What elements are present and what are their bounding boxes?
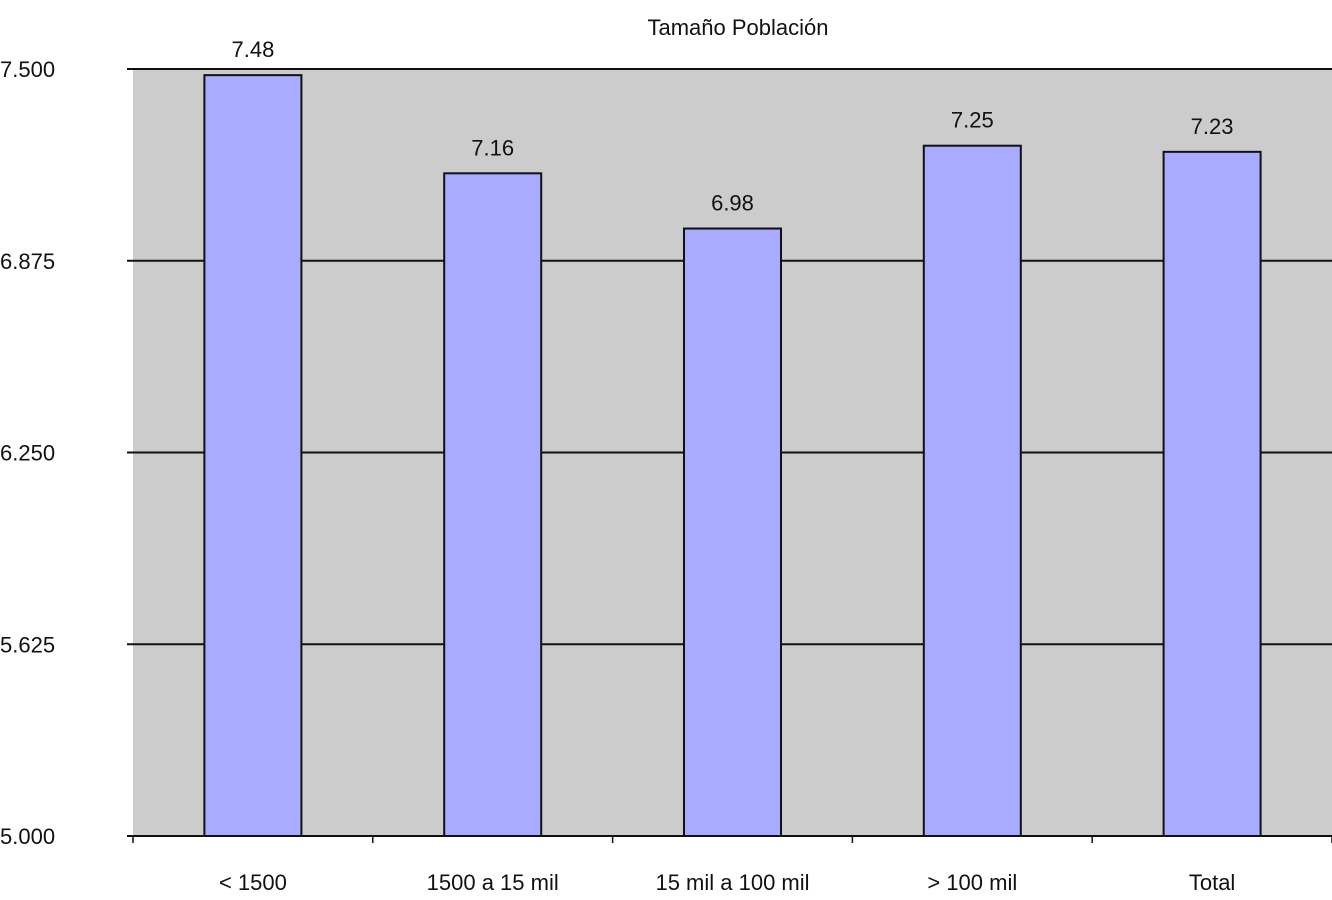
data-label: 7.48 xyxy=(231,37,274,62)
data-label: 7.16 xyxy=(471,135,514,160)
y-tick-label: 5.000 xyxy=(0,824,55,849)
bar xyxy=(922,144,1022,837)
x-tick-label: < 1500 xyxy=(219,870,287,895)
x-tick-label: Total xyxy=(1189,870,1235,895)
x-tick-label: 15 mil a 100 mil xyxy=(655,870,809,895)
x-tick-label: 1500 a 15 mil xyxy=(427,870,559,895)
bar xyxy=(1162,150,1262,837)
y-tick-label: 6.875 xyxy=(0,249,55,274)
bar xyxy=(203,74,303,838)
data-label: 7.23 xyxy=(1191,114,1234,139)
y-tick-label: 6.250 xyxy=(0,441,55,466)
y-tick-label: 5.625 xyxy=(0,632,55,657)
bar xyxy=(683,227,782,837)
data-label: 6.98 xyxy=(711,191,754,216)
chart-title: Tamaño Población xyxy=(647,15,828,40)
bar xyxy=(443,172,543,837)
x-tick-label: > 100 mil xyxy=(927,870,1017,895)
data-label: 7.25 xyxy=(951,108,994,133)
y-tick-label: 7.500 xyxy=(0,57,55,82)
